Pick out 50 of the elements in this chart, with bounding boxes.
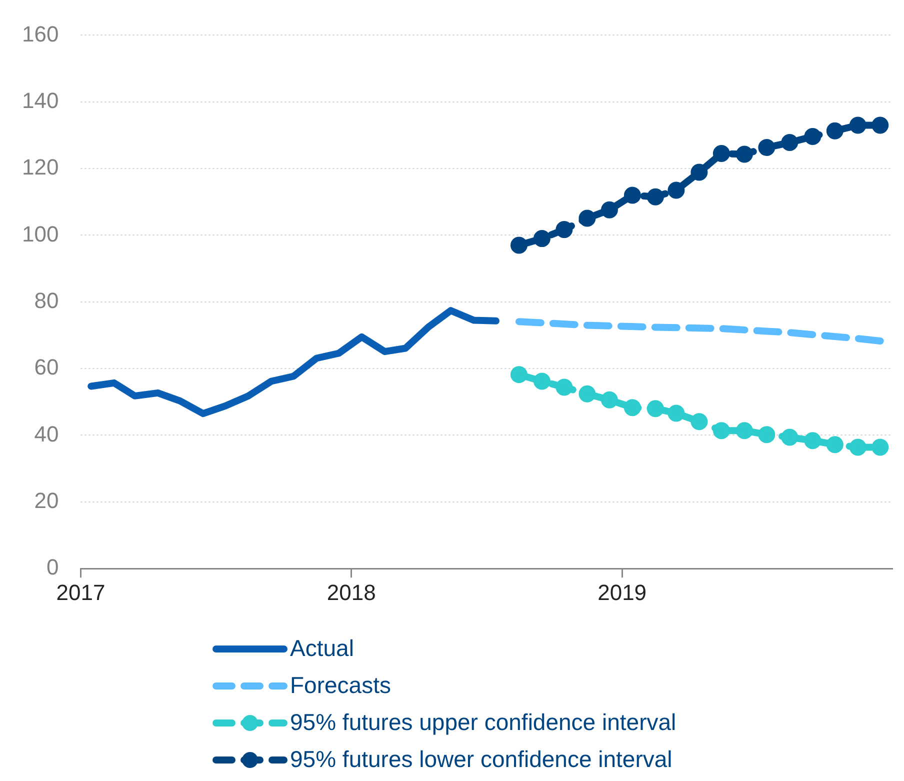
x-tick-label: 2019 bbox=[598, 580, 647, 605]
y-tick-label: 100 bbox=[22, 221, 59, 246]
point bbox=[826, 436, 844, 454]
legend-label: 95% futures lower confidence interval bbox=[290, 746, 672, 773]
point bbox=[849, 438, 866, 456]
y-tick-label: 120 bbox=[22, 154, 59, 180]
point bbox=[826, 122, 844, 140]
y-tick-label: 160 bbox=[22, 21, 59, 46]
point bbox=[849, 116, 866, 134]
point bbox=[533, 372, 550, 390]
point bbox=[624, 186, 641, 204]
y-tick-label: 20 bbox=[34, 488, 59, 513]
point bbox=[872, 116, 889, 134]
x-tick-label: 2017 bbox=[56, 580, 106, 605]
point bbox=[624, 399, 641, 416]
point bbox=[781, 134, 798, 152]
point bbox=[510, 366, 528, 384]
point bbox=[712, 145, 730, 162]
point bbox=[646, 400, 664, 418]
point bbox=[510, 236, 528, 254]
point bbox=[556, 378, 573, 396]
y-tick-label: 80 bbox=[34, 288, 59, 313]
point bbox=[736, 422, 753, 440]
point bbox=[690, 413, 708, 430]
point bbox=[758, 426, 776, 444]
y-tick-label: 0 bbox=[46, 554, 59, 580]
point bbox=[736, 146, 753, 163]
point bbox=[578, 385, 596, 402]
legend-label: Forecasts bbox=[290, 672, 391, 699]
point bbox=[556, 221, 573, 238]
y-tick-label: 140 bbox=[22, 88, 59, 113]
point bbox=[578, 210, 596, 227]
point bbox=[668, 404, 685, 422]
point bbox=[646, 188, 664, 206]
y-tick-label: 60 bbox=[34, 354, 59, 380]
point bbox=[533, 230, 550, 248]
x-tick-label: 2018 bbox=[326, 580, 376, 605]
point bbox=[600, 201, 618, 218]
point bbox=[690, 164, 708, 181]
point bbox=[758, 139, 776, 156]
legend-label: Actual bbox=[290, 635, 354, 662]
point bbox=[712, 422, 730, 440]
point bbox=[804, 128, 822, 146]
y-tick-label: 40 bbox=[34, 421, 59, 446]
point bbox=[781, 428, 798, 446]
point bbox=[872, 438, 889, 456]
legend-label: 95% futures upper confidence interval bbox=[290, 709, 676, 736]
point bbox=[804, 432, 822, 450]
point bbox=[668, 182, 685, 199]
point bbox=[600, 391, 618, 408]
